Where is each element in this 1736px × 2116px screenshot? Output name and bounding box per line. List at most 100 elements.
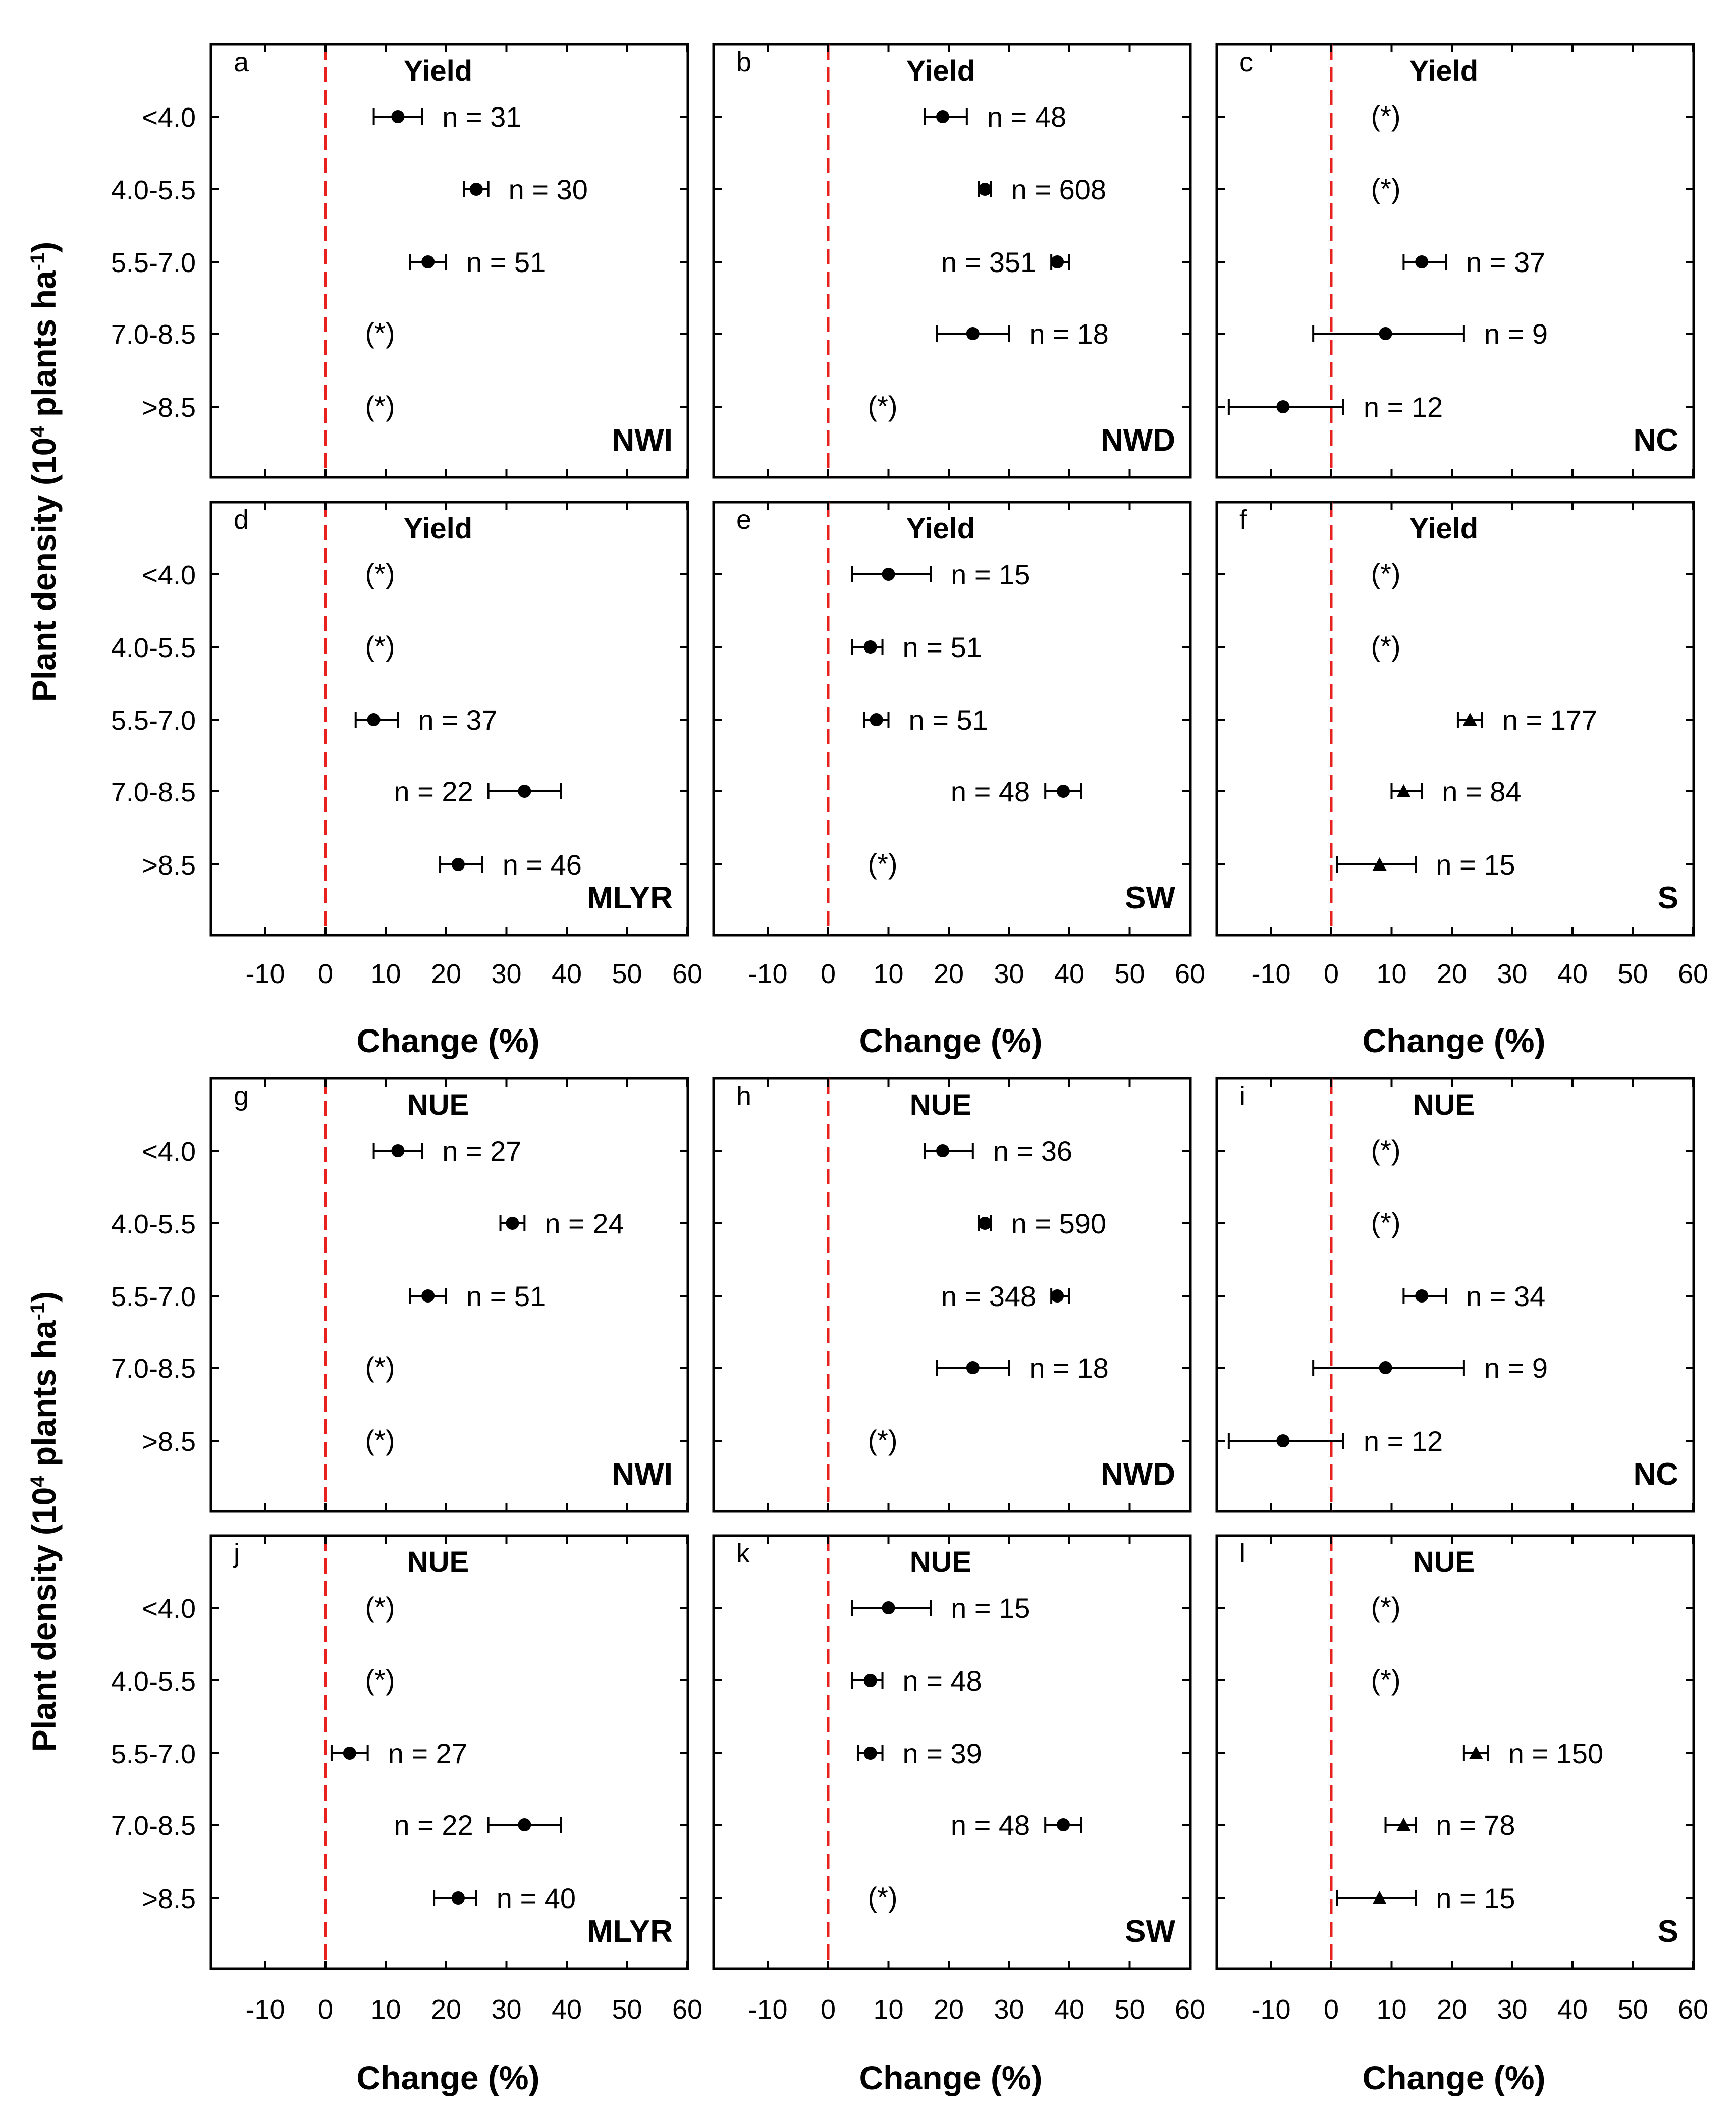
data-point — [421, 255, 435, 268]
y-axis-label-part: 4 — [27, 1476, 49, 1487]
no-data-marker: (*) — [1371, 630, 1400, 662]
data-point — [1276, 400, 1290, 413]
y-axis-label-part: plants ha — [25, 270, 63, 426]
n-label: n = 590 — [1011, 1208, 1106, 1239]
panel-metric-title: Yield — [906, 55, 975, 87]
n-label: n = 177 — [1502, 704, 1597, 736]
n-label: n = 30 — [509, 174, 588, 205]
region-label: S — [1658, 881, 1678, 915]
n-label: n = 31 — [442, 101, 521, 133]
panel-j: j NUE MLYR <4.0 4.0-5.5 5.5-7.0 7.0-8.5 >8.5 -10… — [111, 1534, 702, 2096]
x-tick-label: 40 — [1557, 1994, 1588, 2025]
no-data-marker: (*) — [867, 1881, 897, 1913]
no-data-marker: (*) — [867, 848, 897, 880]
no-data-marker: (*) — [365, 1664, 395, 1696]
x-tick-label: 20 — [431, 959, 461, 989]
x-axis-label: Change (%) — [357, 2059, 540, 2096]
x-tick-label: 40 — [1054, 959, 1084, 989]
n-label: n = 27 — [388, 1738, 467, 1769]
y-axis-labels: Plant density (104 plants ha-1)Plant den… — [25, 242, 63, 1752]
panel-g: g NUE NWI <4.0 4.0-5.5 5.5-7.0 7.0-8.5 >8.5 n = … — [111, 1077, 689, 1513]
y-tick-label: >8.5 — [142, 393, 196, 423]
y-tick-label: 4.0-5.5 — [111, 1666, 196, 1697]
region-label: S — [1658, 1914, 1678, 1949]
y-axis-label-part: Plant density (10 — [25, 438, 63, 702]
no-data-marker: (*) — [1371, 1664, 1400, 1696]
region-label: MLYR — [587, 881, 673, 915]
panel-letter: h — [736, 1081, 751, 1111]
x-tick-label: 40 — [552, 959, 582, 989]
data-point — [966, 1361, 980, 1374]
no-data-marker: (*) — [365, 630, 395, 662]
n-label: n = 15 — [1436, 1882, 1515, 1914]
no-data-marker: (*) — [365, 1424, 395, 1456]
x-tick-label: 10 — [873, 1994, 903, 2025]
data-point-triangle — [1462, 713, 1477, 726]
no-data-marker: (*) — [365, 390, 395, 422]
panel-letter: d — [234, 505, 249, 535]
n-label: n = 34 — [1466, 1280, 1545, 1312]
n-label: n = 15 — [951, 559, 1030, 590]
n-label: n = 22 — [394, 1809, 473, 1841]
y-tick-label: 7.0-8.5 — [111, 1353, 196, 1384]
n-label: n = 48 — [951, 1809, 1030, 1841]
y-tick-label: >8.5 — [142, 850, 196, 881]
y-tick-label: <4.0 — [142, 1594, 196, 1624]
x-tick-label: -10 — [1251, 1994, 1290, 2025]
n-label: n = 51 — [909, 704, 988, 736]
region-label: NC — [1633, 423, 1678, 458]
x-tick-label: 50 — [1114, 1994, 1145, 2025]
data-point — [506, 1217, 519, 1230]
region-label: NWD — [1101, 423, 1175, 458]
n-label: n = 12 — [1364, 1425, 1443, 1457]
y-tick-label: >8.5 — [142, 1427, 196, 1457]
data-point — [451, 1891, 465, 1905]
data-point — [1051, 1289, 1064, 1303]
panel-letter: f — [1239, 505, 1247, 535]
x-tick-label: -10 — [748, 1994, 787, 2025]
x-tick-label: 0 — [821, 1994, 836, 2025]
x-tick-label: 10 — [1376, 1994, 1406, 2025]
y-tick-label: 4.0-5.5 — [111, 633, 196, 663]
x-tick-label: 60 — [1175, 959, 1205, 989]
n-label: n = 48 — [903, 1665, 982, 1697]
panel-letter: b — [736, 47, 751, 77]
panel-metric-title: Yield — [906, 512, 975, 545]
n-label: n = 78 — [1436, 1809, 1515, 1841]
panel-metric-title: Yield — [1409, 512, 1478, 545]
y-tick-label: <4.0 — [142, 1136, 196, 1167]
data-point — [421, 1289, 435, 1303]
panel-letter: g — [234, 1081, 249, 1111]
data-point — [882, 1601, 895, 1614]
region-label: SW — [1125, 881, 1175, 915]
data-point — [863, 1747, 877, 1760]
panel-k: k NUE SW -10 0 10 20 30 40 50 60 Change (%) n = 15 n … — [712, 1534, 1205, 2096]
no-data-marker: (*) — [1371, 173, 1400, 204]
y-tick-label: 4.0-5.5 — [111, 1209, 196, 1239]
panel-h: h NUE NWD n = 36 n = 590 n = 348 n = 18 (*) — [712, 1077, 1192, 1513]
x-tick-label: 0 — [821, 959, 836, 989]
panel-metric-title: Yield — [404, 55, 472, 87]
data-point — [1415, 255, 1429, 268]
panels: a Yield NWI <4.0 4.0-5.5 5.5-7.0 7.0-8.5 >8.5 n … — [111, 43, 1708, 2096]
x-tick-label: 50 — [1114, 959, 1145, 989]
data-point-triangle — [1372, 1891, 1387, 1904]
panel-letter: j — [233, 1538, 240, 1568]
panel-metric-title: Yield — [1409, 55, 1478, 87]
x-tick-label: 30 — [994, 959, 1024, 989]
panel-letter: l — [1239, 1538, 1245, 1568]
x-tick-label: 30 — [994, 1994, 1024, 2025]
data-point-triangle — [1372, 857, 1387, 871]
n-label: n = 22 — [394, 776, 473, 807]
panel-frame — [1215, 43, 1695, 479]
data-point — [343, 1747, 356, 1760]
data-point — [1276, 1434, 1290, 1447]
panel-metric-title: NUE — [1413, 1089, 1475, 1121]
panel-l: l NUE S -10 0 10 20 30 40 50 60 Change (%) (*) (*) n =… — [1215, 1534, 1708, 2096]
y-axis-label-part: 4 — [27, 426, 49, 438]
data-point — [1379, 1361, 1392, 1374]
n-label: n = 51 — [903, 631, 982, 663]
y-tick-label: 5.5-7.0 — [111, 1282, 196, 1312]
n-label: n = 51 — [466, 1280, 546, 1312]
panel-letter: k — [736, 1538, 750, 1568]
